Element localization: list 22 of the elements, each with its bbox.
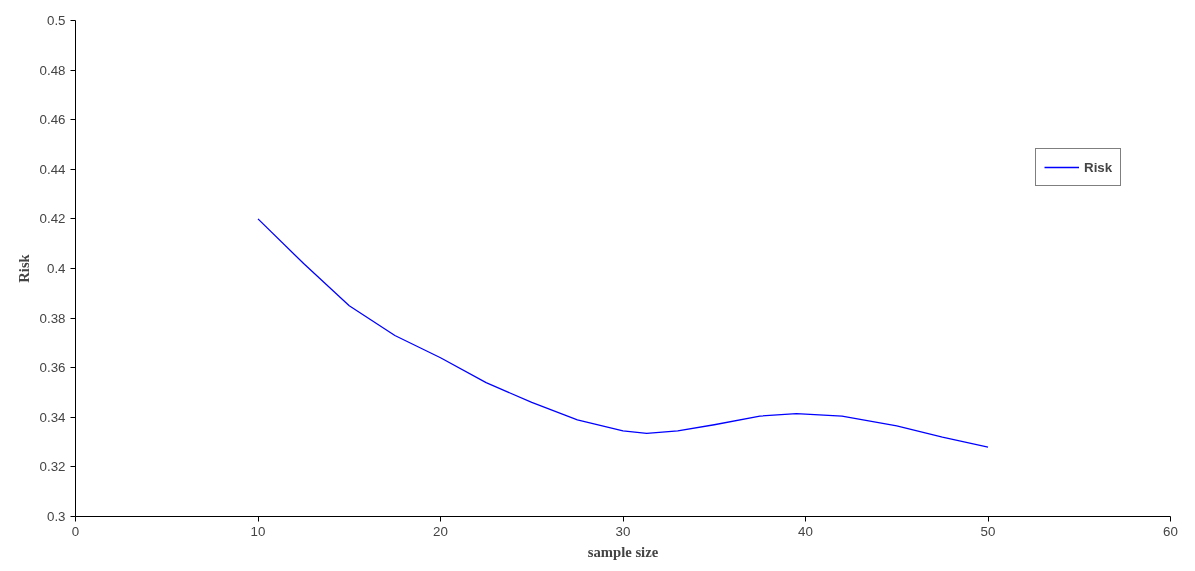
legend-label: Risk <box>1084 159 1113 175</box>
y-tick-label: 0.46 <box>39 112 66 128</box>
y-tick-label: 0.32 <box>39 459 66 475</box>
x-tick-label: 0 <box>71 523 80 539</box>
x-tick-label: 40 <box>798 523 813 539</box>
x-tick-label: 30 <box>615 523 631 539</box>
y-tick-label: 0.38 <box>39 310 66 326</box>
y-axis-title: Risk <box>15 253 32 283</box>
y-tick-label: 0.5 <box>46 13 66 28</box>
y-tick-label: 0.44 <box>39 161 67 177</box>
x-tick-label: 50 <box>980 523 996 539</box>
y-tick-label: 0.42 <box>39 211 66 227</box>
x-tick-label: 20 <box>433 523 448 539</box>
y-tick-label: 0.48 <box>39 62 66 78</box>
x-tick-label: 60 <box>1163 523 1178 539</box>
line-series <box>257 218 989 448</box>
y-tick-label: 0.34 <box>39 409 67 425</box>
x-axis-title: sample size <box>587 543 659 560</box>
y-tick-label: 0.4 <box>46 261 67 276</box>
y-tick-label: 0.3 <box>46 509 66 524</box>
x-tick-label: 10 <box>250 523 266 539</box>
y-tick-label: 0.36 <box>39 360 66 376</box>
